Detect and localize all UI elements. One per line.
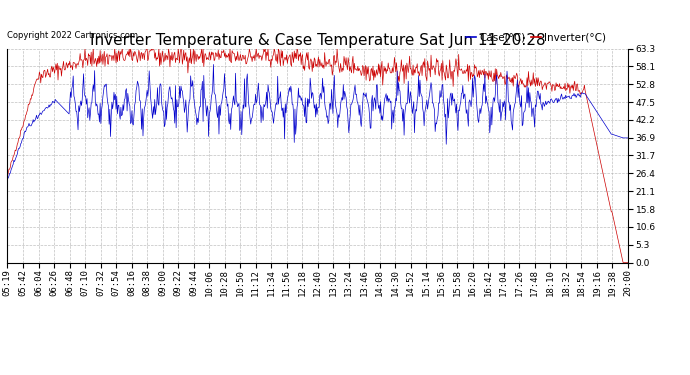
- Title: Inverter Temperature & Case Temperature Sat Jun 11 20:28: Inverter Temperature & Case Temperature …: [90, 33, 545, 48]
- Legend: Case(°C), Inverter(°C): Case(°C), Inverter(°C): [462, 28, 610, 46]
- Text: Copyright 2022 Cartronics.com: Copyright 2022 Cartronics.com: [7, 31, 138, 40]
